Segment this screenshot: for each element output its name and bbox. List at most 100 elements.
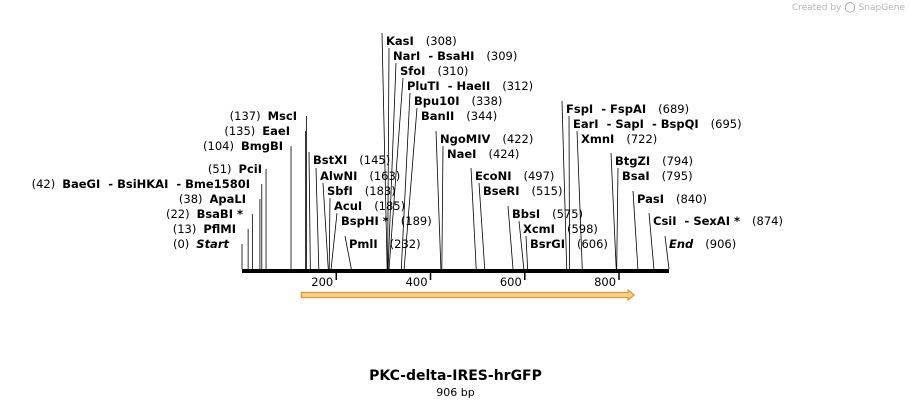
site-label: KasI (308) [386,34,457,48]
site-position: (598) [567,222,598,236]
enzyme-name: PflMI [203,222,236,236]
site-label: BbsI (575) [512,207,583,221]
ruler-tick-label: 800 [594,275,616,289]
site-position: (312) [502,79,533,93]
site-pflmi[interactable]: (13) PflMI [173,222,236,236]
enzyme-name: BstXI [313,153,347,167]
site-btgzi[interactable]: BtgZI (794) [615,154,693,168]
site-position: (840) [676,192,707,206]
leader-line [400,92,411,270]
site-fspi[interactable]: FspI - FspAI (689) [566,102,689,116]
enzyme-name: BmgBI [241,139,283,153]
site-alwni[interactable]: AlwNI (163) [320,169,400,183]
site-xcmi[interactable]: XcmI (598) [523,222,598,236]
leader-line [441,145,444,270]
name-separator: - [599,117,616,131]
name-separator: - [644,117,661,131]
site-bseri[interactable]: BseRI (515) [483,184,562,198]
site-position: (344) [466,109,497,123]
site-label: BsrGI (606) [530,237,608,251]
site-bmgbi[interactable]: (104) BmgBI [203,139,283,153]
site-bsai[interactable]: BsaI (795) [622,169,693,183]
name-separator: - [100,177,117,191]
site-position: (795) [662,169,693,183]
enzyme-name: Bpu10I [414,94,459,108]
site-position: (575) [552,207,583,221]
site-bstxi[interactable]: BstXI (145) [313,153,390,167]
leader-line [518,220,525,270]
leader-line [387,62,397,270]
feature-arrow[interactable] [300,288,636,302]
enzyme-name: BspHI * [341,214,389,228]
enzyme-name: AcuI [334,199,362,213]
site-label: PluTI - HaeII (312) [407,79,533,93]
site-msci[interactable]: (137) MscI [230,109,297,123]
site-position: (309) [486,49,517,63]
enzyme-name: BbsI [512,207,540,221]
enzyme-name: KasI [386,34,414,48]
site-bsabi[interactable]: (22) BsaBI * [166,207,243,221]
site-bsphi[interactable]: BspHI * (189) [341,214,432,228]
site-end[interactable]: End (906) [669,237,736,251]
site-position: (189) [401,214,432,228]
site-econi[interactable]: EcoNI (497) [475,169,554,183]
site-position: (874) [752,214,783,228]
site-label: SfoI (310) [400,64,468,78]
site-eari[interactable]: EarI - SapI - BspQI (695) [573,117,742,131]
site-nari[interactable]: NarI - BsaHI (309) [393,49,517,63]
site-pmli[interactable]: PmlI (232) [349,237,421,251]
site-ngomiv[interactable]: NgoMIV (422) [440,132,533,146]
site-bpu10i[interactable]: Bpu10I (338) [414,94,502,108]
leader-line [388,77,404,270]
leader-line [403,107,418,270]
site-apali[interactable]: (38) ApaLI [179,192,246,206]
site-pcii[interactable]: (51) PciI [208,162,262,176]
leader-line [648,212,655,270]
site-eaei[interactable]: (135) EaeI [224,124,290,138]
site-label: XcmI (598) [523,222,598,236]
site-start[interactable]: (0) Start [173,237,230,251]
site-bsrgi[interactable]: BsrGI (606) [530,237,608,251]
site-pluti[interactable]: PluTI - HaeII (312) [407,79,533,93]
leader-line [435,130,442,270]
site-label: FspI - FspAI (689) [566,102,689,116]
site-bbsi[interactable]: BbsI (575) [512,207,583,221]
site-label: CsiI - SexAI * (874) [653,214,783,228]
leader-line [568,115,570,270]
site-label: End (906) [669,237,736,251]
feature-arrow-shape[interactable] [300,288,636,302]
site-acui[interactable]: AcuI (185) [334,199,405,213]
site-sfoi[interactable]: SfoI (310) [400,64,468,78]
site-label: (38) ApaLI [179,192,246,206]
site-kasi[interactable]: KasI (308) [386,34,457,48]
site-banii[interactable]: BanII (344) [421,109,497,123]
site-baegi[interactable]: (42) BaeGI - BsiHKAI - Bme1580I [32,177,250,191]
site-label: SbfI (183) [327,184,396,198]
enzyme-name: HaeII [456,79,490,93]
enzyme-name: BspQI [661,117,699,131]
site-sbfi[interactable]: SbfI (183) [327,184,396,198]
site-position: (906) [705,237,736,251]
enzyme-name: BaeGI [62,177,100,191]
enzyme-name: SexAI * [693,214,740,228]
leader-line [616,167,619,270]
site-label: Bpu10I (338) [414,94,502,108]
enzyme-name: BtgZI [615,154,650,168]
site-label: BanII (344) [421,109,497,123]
name-separator: - [420,49,437,63]
enzyme-name: Bme1580I [185,177,250,191]
credit-text: Created by [791,2,842,13]
site-csii[interactable]: CsiI - SexAI * (874) [653,214,783,228]
site-position: (497) [523,169,554,183]
site-xmni[interactable]: XmnI (722) [581,132,657,146]
site-pasi[interactable]: PasI (840) [637,192,707,206]
site-position: (310) [437,64,468,78]
enzyme-name: NgoMIV [440,132,490,146]
site-label: BtgZI (794) [615,154,693,168]
enzyme-name: BanII [421,109,454,123]
site-naei[interactable]: NaeI (424) [447,147,519,161]
site-position: (308) [426,34,457,48]
site-position: (794) [662,154,693,168]
site-leader-lines [241,32,670,270]
site-label: BstXI (145) [313,153,390,167]
